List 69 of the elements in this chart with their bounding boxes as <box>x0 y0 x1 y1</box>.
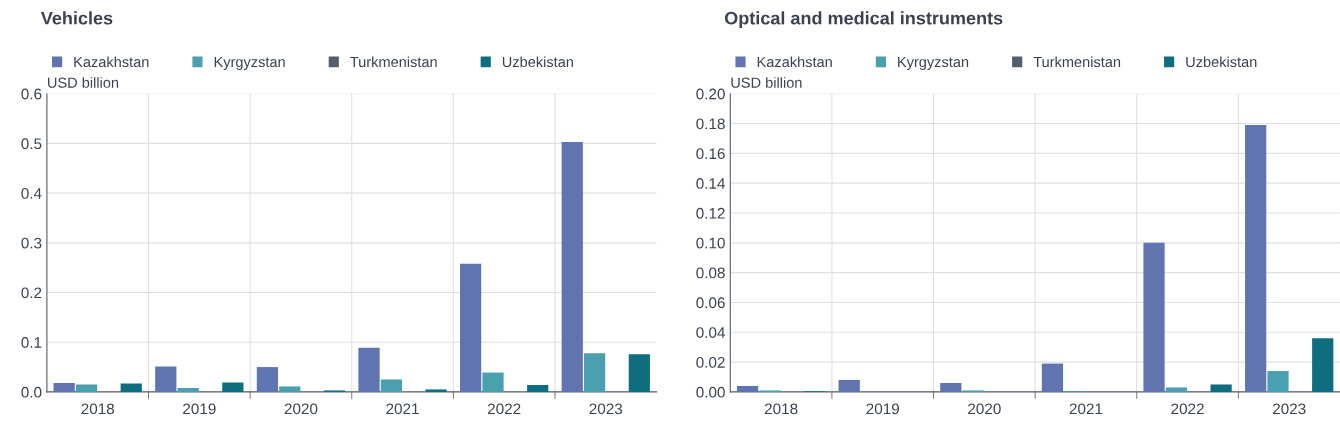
legend-label: Kyrgyzstan <box>898 56 969 70</box>
legend-label: Turkmenistan <box>350 56 437 68</box>
bar <box>583 353 606 392</box>
legend-label: Kazakhstan <box>74 56 149 68</box>
y-tick-label: 0.04 <box>696 327 725 338</box>
y-tick-label: 0.2 <box>21 287 42 299</box>
y-tick-label: 0.02 <box>696 356 725 368</box>
bar <box>425 389 447 392</box>
bar <box>527 384 549 392</box>
y-tick-label: 0.1 <box>21 337 42 348</box>
bar <box>53 382 75 392</box>
x-tick-label: 2022 <box>1171 403 1204 415</box>
y-tick-label: 0.5 <box>21 138 42 150</box>
x-tick-label: 2020 <box>968 403 1001 415</box>
y-tick-label: 0.08 <box>696 267 725 279</box>
x-tick-label: 2023 <box>1272 403 1306 415</box>
bar <box>838 379 860 392</box>
x-tick-label: 2021 <box>386 403 419 415</box>
y-tick-label: 0.10 <box>696 237 725 249</box>
bar <box>1245 125 1267 392</box>
legend-label: Uzbekistan <box>1186 56 1257 68</box>
bar <box>222 382 244 392</box>
bar <box>628 354 650 392</box>
bar <box>1312 338 1334 392</box>
x-tick-label: 2019 <box>866 403 899 415</box>
y-tick-label: 0.14 <box>696 178 725 189</box>
bar <box>75 384 98 392</box>
x-tick-label: 2018 <box>81 403 115 415</box>
y-tick-label: 0.16 <box>696 148 725 160</box>
legend-label: Uzbekistan <box>502 56 573 68</box>
y-tick-label: 0.4 <box>21 187 42 199</box>
y-tick-label: 0.00 <box>696 386 725 398</box>
bar <box>155 366 177 392</box>
y-tick-label: 0.20 <box>696 88 725 100</box>
bar <box>460 263 482 392</box>
bar <box>736 385 759 392</box>
x-tick-label: 2019 <box>183 403 216 415</box>
y-axis-title: USD billion <box>731 77 802 88</box>
x-tick-label: 2022 <box>487 403 521 415</box>
y-tick-label: 0.06 <box>696 297 725 309</box>
x-tick-label: 2020 <box>284 403 318 415</box>
bar <box>940 382 962 392</box>
y-tick-label: 0.0 <box>21 386 42 398</box>
bar <box>1165 387 1188 392</box>
legend-label: Kazakhstan <box>757 56 832 68</box>
chart-title: Optical and medical instruments <box>724 11 1003 29</box>
bar <box>256 367 279 392</box>
x-tick-label: 2021 <box>1069 403 1103 415</box>
y-tick-label: 0.18 <box>696 118 725 130</box>
bar <box>358 347 380 392</box>
bar <box>1210 384 1232 392</box>
chart-title: Vehicles <box>40 11 113 25</box>
x-tick-label: 2023 <box>589 403 623 415</box>
bar <box>561 141 583 392</box>
legend-label: Kyrgyzstan <box>214 56 285 70</box>
y-axis-title: USD billion <box>48 77 119 88</box>
bar <box>482 372 504 392</box>
y-tick-label: 0.12 <box>696 207 725 219</box>
bar <box>1041 363 1064 392</box>
bar <box>120 383 142 392</box>
bar <box>1143 242 1165 392</box>
y-tick-label: 0.6 <box>21 88 42 100</box>
legend-label: Turkmenistan <box>1033 56 1121 68</box>
x-tick-label: 2018 <box>764 403 798 415</box>
bar <box>279 386 301 392</box>
bar <box>177 387 199 392</box>
y-tick-label: 0.3 <box>21 237 42 249</box>
bar <box>1267 371 1289 392</box>
bar <box>380 379 402 392</box>
